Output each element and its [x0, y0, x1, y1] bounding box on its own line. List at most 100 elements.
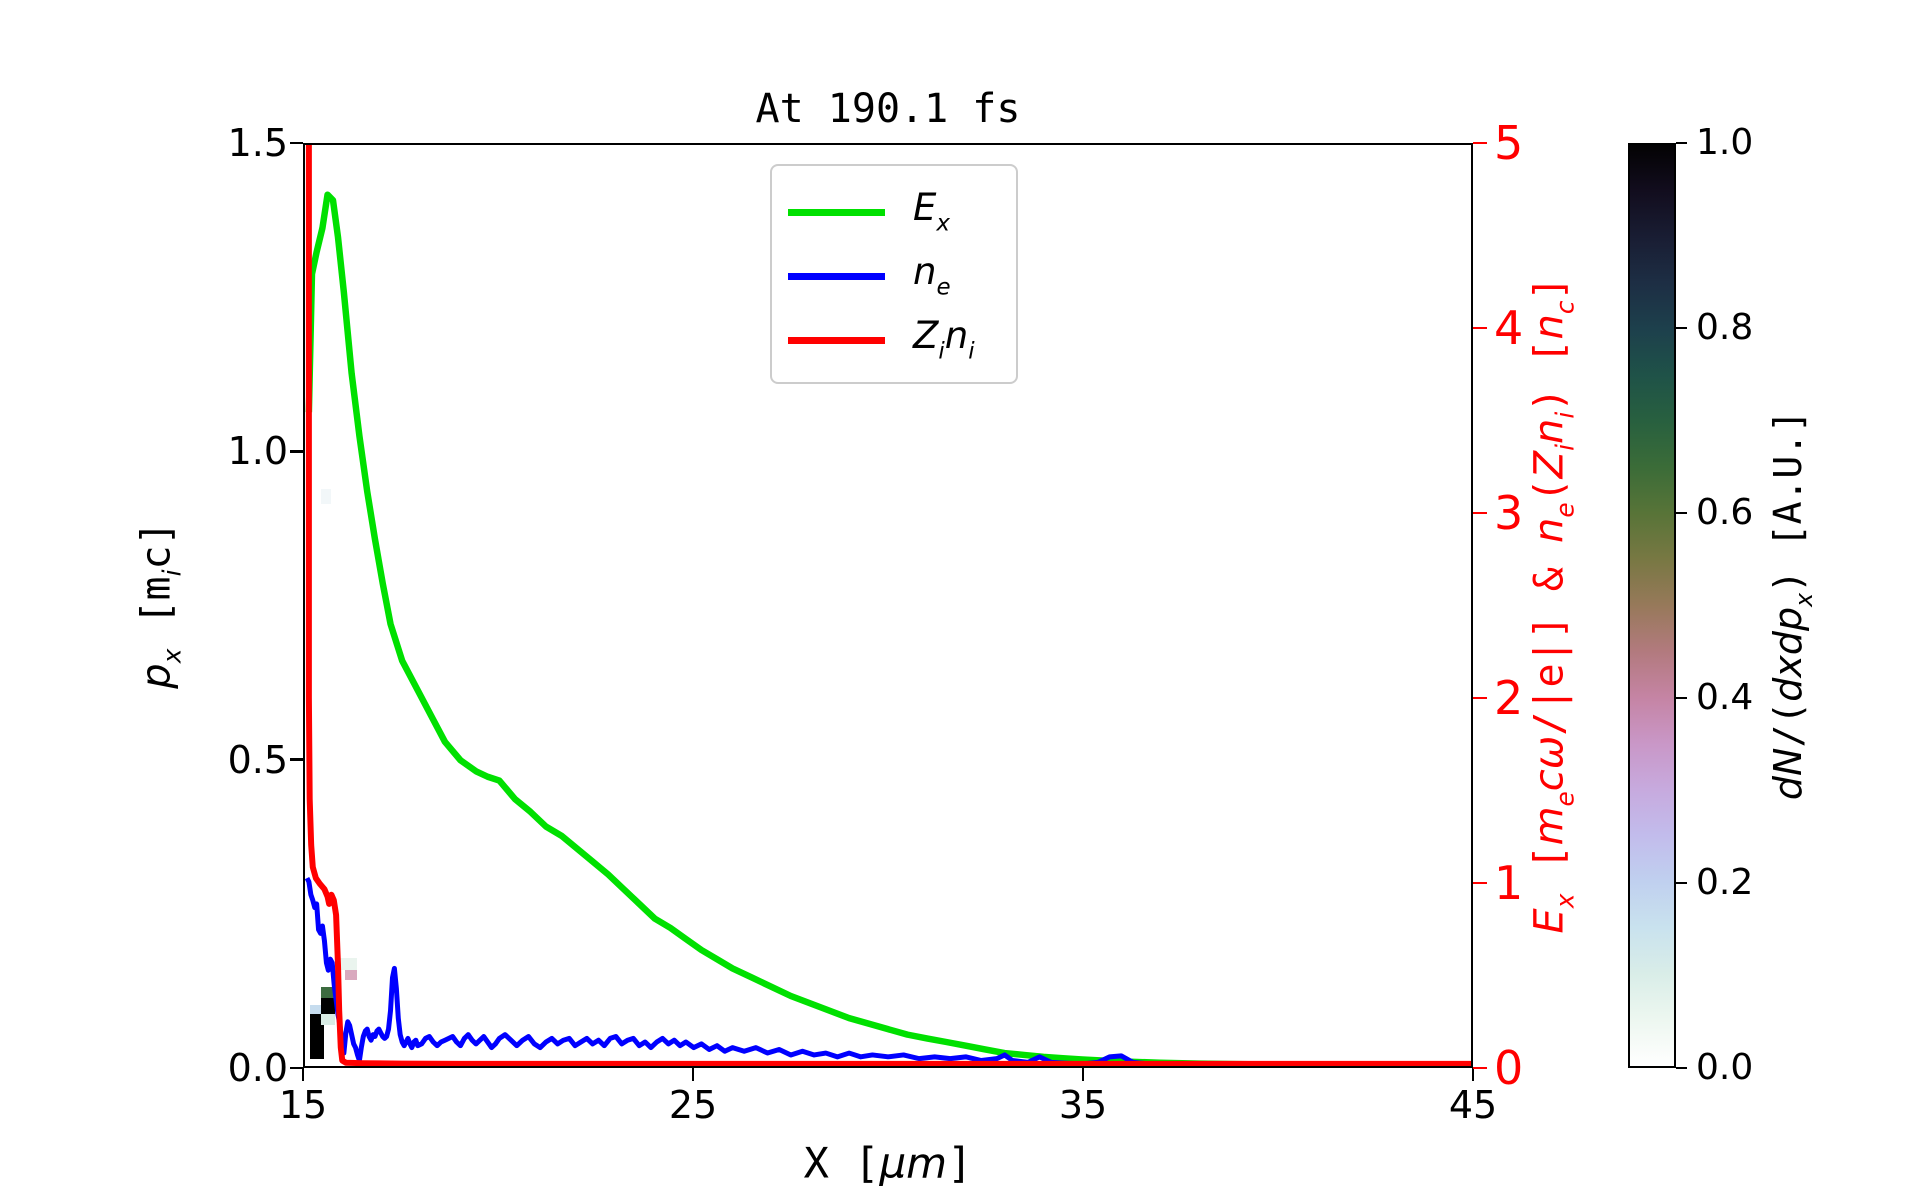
- label-segment: p: [133, 663, 180, 689]
- x-tick-mark: [1471, 1068, 1475, 1081]
- legend-label-ex: Ex: [913, 189, 950, 235]
- label-segment: ) [A.U.]: [1766, 409, 1811, 593]
- label-segment: dxdp: [1766, 606, 1811, 702]
- label-segment: x: [157, 648, 187, 664]
- chart-title: At 190.1 fs: [755, 86, 1021, 132]
- label-segment: i: [1550, 444, 1580, 451]
- label-segment: μm: [879, 1138, 948, 1188]
- y-left-tick-mark: [290, 141, 303, 145]
- zini-curve: [305, 145, 1471, 1066]
- legend: Ex ne Zini: [770, 164, 1018, 384]
- y-left-tick-mark: [290, 450, 303, 453]
- y-right-tick-label: 1: [1494, 856, 1524, 910]
- colorbar-tick-mark: [1676, 511, 1687, 515]
- heatmap-cell: [320, 987, 336, 999]
- label-segment: E: [913, 185, 937, 229]
- label-segment: ω: [1526, 735, 1573, 770]
- label-segment: m: [1526, 806, 1573, 846]
- label-segment: ) [: [1526, 339, 1573, 412]
- label-segment: /|e|] &: [1526, 543, 1573, 736]
- label-segment: [m: [133, 576, 180, 649]
- label-segment: Z: [913, 313, 939, 357]
- colorbar-tick-mark: [1676, 881, 1687, 885]
- y-right-tick-label: 3: [1494, 486, 1524, 540]
- y-left-tick-label: 0.5: [227, 737, 288, 782]
- heatmap-cell: [320, 998, 336, 1015]
- legend-item-ex: Ex: [772, 180, 1016, 244]
- colorbar-tick-label: 0.6: [1696, 492, 1754, 533]
- ne-line-swatch: [788, 272, 885, 280]
- label-segment: e: [1550, 502, 1580, 518]
- label-segment: i: [938, 338, 945, 365]
- legend-item-ne: ne: [772, 244, 1016, 308]
- label-segment: x: [1550, 893, 1580, 909]
- label-segment: Z: [1526, 450, 1573, 479]
- label-segment: /(: [1766, 701, 1811, 748]
- label-segment: n: [1526, 517, 1573, 544]
- x-axis-label: X [μm]: [804, 1139, 973, 1188]
- label-segment: (: [1526, 478, 1573, 503]
- colorbar-tick-label: 1.0: [1696, 122, 1754, 163]
- zini-line-swatch: [788, 336, 885, 344]
- y-right-tick-mark: [1473, 696, 1487, 700]
- y-right-tick-mark: [1473, 511, 1487, 515]
- y-axis-label-left: px [mic]: [133, 521, 186, 688]
- legend-item-zini: Zini: [772, 308, 1016, 372]
- heatmap-cell: [320, 488, 331, 505]
- label-segment: E: [1526, 908, 1573, 934]
- y-right-tick-mark: [1473, 881, 1487, 885]
- colorbar-tick-mark: [1676, 1066, 1687, 1070]
- y-left-tick-mark: [290, 1066, 303, 1070]
- label-segment: [: [1526, 845, 1573, 894]
- y-left-tick-mark: [290, 758, 303, 761]
- label-segment: n: [944, 313, 969, 357]
- ne-curve: [305, 876, 1471, 1066]
- ex-curve: [305, 191, 1471, 1066]
- y-left-tick-label: 1.5: [227, 121, 288, 165]
- x-tick-mark: [691, 1068, 695, 1081]
- label-segment: e: [1550, 791, 1580, 807]
- y-axis-label-right: Ex [mecω/|e|] & ne(Zini) [nc]: [1526, 276, 1579, 933]
- y-right-tick-label: 4: [1494, 301, 1524, 355]
- y-right-tick-mark: [1473, 326, 1487, 330]
- label-segment: c: [1526, 769, 1573, 792]
- label-segment: n: [1526, 418, 1573, 445]
- label-segment: e: [936, 274, 951, 301]
- x-tick-label: 45: [1448, 1083, 1498, 1127]
- heatmap-cell: [309, 1004, 321, 1015]
- heatmap-cell: [320, 1014, 336, 1026]
- label-segment: n: [1526, 314, 1573, 340]
- colorbar-tick-mark: [1676, 326, 1687, 330]
- colorbar: [1628, 143, 1676, 1068]
- colorbar-tick-label: 0.0: [1696, 1047, 1754, 1088]
- label-segment: i: [968, 338, 975, 365]
- label-segment: c]: [133, 521, 180, 570]
- y-right-tick-mark: [1473, 141, 1487, 145]
- y-right-tick-label: 5: [1494, 116, 1524, 170]
- colorbar-tick-mark: [1676, 141, 1687, 145]
- label-segment: c: [1550, 300, 1580, 315]
- heatmap-cell: [339, 957, 358, 970]
- legend-label-ne: ne: [913, 253, 951, 299]
- ex-line-swatch: [788, 208, 885, 216]
- y-right-tick-label: 2: [1494, 671, 1524, 725]
- label-segment: i: [1550, 411, 1580, 419]
- colorbar-tick-label: 0.8: [1696, 307, 1754, 348]
- x-tick-mark: [301, 1068, 305, 1081]
- colorbar-tick-mark: [1676, 696, 1687, 700]
- colorbar-tick-label: 0.4: [1696, 677, 1754, 718]
- colorbar-tick-label: 0.2: [1696, 862, 1754, 903]
- label-segment: ]: [947, 1138, 973, 1188]
- y-right-tick-mark: [1473, 1066, 1487, 1070]
- legend-label-zini: Zini: [913, 317, 975, 363]
- label-segment: n: [913, 249, 937, 293]
- label-segment: ]: [1526, 276, 1573, 301]
- x-tick-label: 35: [1058, 1083, 1108, 1127]
- label-segment: x: [936, 210, 950, 237]
- heatmap-cell: [344, 969, 358, 981]
- y-left-tick-label: 1.0: [227, 429, 288, 474]
- colorbar-label: dN/(dxdpx) [A.U.]: [1766, 410, 1818, 800]
- x-tick-label: 15: [278, 1083, 328, 1127]
- label-segment: X [: [803, 1138, 880, 1188]
- heatmap-cell: [309, 1014, 325, 1059]
